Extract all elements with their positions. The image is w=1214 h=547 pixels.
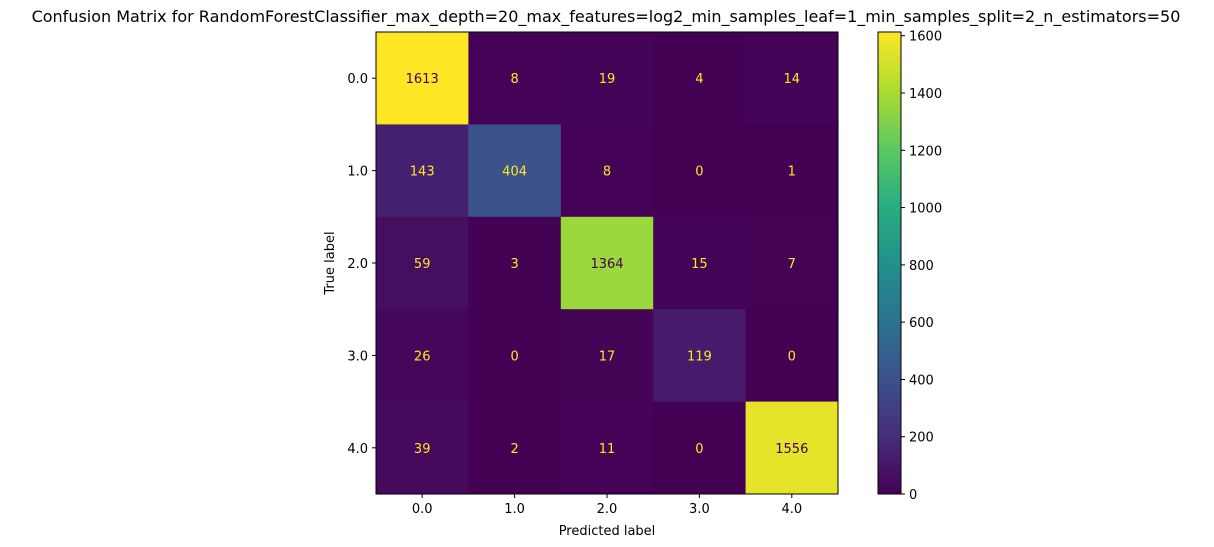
- cell-value-label: 59: [414, 257, 431, 272]
- y-axis-ticks: 0.0 1.0 2.0 3.0 4.0: [347, 72, 376, 457]
- heatmap-cell-4-1: [468, 401, 562, 495]
- cell-value-label: 17: [599, 349, 616, 364]
- cell-value-label: 0: [695, 165, 703, 180]
- cell-value-label: 0: [510, 349, 518, 364]
- x-tick-label: 2.0: [597, 502, 618, 517]
- heatmap-cells: [376, 32, 839, 495]
- colorbar-tick-label: 800: [909, 259, 934, 274]
- heatmap-cell-2-4: [745, 216, 839, 310]
- cell-value-label: 1: [788, 165, 796, 180]
- colorbar-tick-label: 1000: [909, 202, 942, 217]
- colorbar-tick-label: 1600: [909, 30, 942, 45]
- heatmap-cell-0-0: [376, 32, 469, 125]
- colorbar-ticks: 0 200 400 600 800 1000 1200 1400 1600: [901, 30, 942, 503]
- heatmap-cell-2-2: [560, 216, 654, 310]
- colorbar-tick-label: 0: [909, 488, 917, 503]
- cell-value-label: 3: [510, 257, 518, 272]
- colorbar-tick-label: 600: [909, 316, 934, 331]
- cell-value-label: 15: [691, 257, 708, 272]
- cell-value-label: 1364: [590, 257, 623, 272]
- cell-value-label: 26: [414, 349, 431, 364]
- heatmap-cell-2-3: [653, 216, 747, 310]
- x-tick-label: 4.0: [781, 502, 802, 517]
- chart-title: Confusion Matrix for RandomForestClassif…: [32, 7, 1181, 27]
- colorbar-tick-label: 400: [909, 373, 934, 388]
- cell-value-label: 0: [788, 349, 796, 364]
- cell-value-label: 8: [510, 72, 518, 87]
- heatmap-cell-1-1: [468, 124, 562, 218]
- heatmap-cell-3-0: [376, 309, 469, 403]
- cell-value-label: 19: [599, 72, 616, 87]
- heatmap-cell-0-4: [745, 32, 839, 125]
- heatmap-cell-3-4: [745, 309, 839, 403]
- heatmap-cell-4-4: [745, 401, 839, 495]
- x-tick-label: 1.0: [504, 502, 525, 517]
- cell-value-label: 14: [784, 72, 801, 87]
- colorbar-tick-label: 1200: [909, 144, 942, 159]
- cell-value-label: 39: [414, 442, 431, 457]
- colorbar-tick-label: 200: [909, 431, 934, 446]
- y-tick-label: 4.0: [347, 442, 368, 457]
- y-axis-label: True label: [323, 231, 338, 295]
- y-tick-label: 3.0: [347, 349, 368, 364]
- heatmap-cell-1-4: [745, 124, 839, 218]
- cell-value-label: 0: [695, 442, 703, 457]
- heatmap-cell-4-2: [560, 401, 654, 495]
- heatmap-cell-1-3: [653, 124, 747, 218]
- colorbar-tick-label: 1400: [909, 87, 942, 102]
- heatmap-cell-3-2: [560, 309, 654, 403]
- cell-value-label: 143: [410, 165, 435, 180]
- colorbar: [877, 31, 902, 495]
- cell-value-label: 119: [687, 349, 712, 364]
- x-tick-label: 0.0: [412, 502, 433, 517]
- y-tick-label: 2.0: [347, 257, 368, 272]
- cell-value-label: 404: [502, 165, 527, 180]
- heatmap-cell-2-0: [376, 216, 469, 310]
- cell-value-label: 2: [510, 442, 518, 457]
- heatmap-cell-3-1: [468, 309, 562, 403]
- y-tick-label: 1.0: [347, 165, 368, 180]
- heatmap-cell-4-0: [376, 401, 469, 495]
- cell-value-label: 1613: [406, 72, 439, 87]
- heatmap-cell-1-2: [560, 124, 654, 218]
- x-axis-label: Predicted label: [559, 524, 656, 539]
- heatmap-cell-0-3: [653, 32, 747, 125]
- cell-value-label: 8: [603, 165, 611, 180]
- heatmap-cell-0-2: [560, 32, 654, 125]
- x-axis-ticks: 0.0 1.0 2.0 3.0 4.0: [412, 494, 802, 517]
- x-tick-label: 3.0: [689, 502, 710, 517]
- cell-labels: 1613 8 19 4 14 143 404 8 0 1 59 3 1364 15 7 26 0 17 119 0 39…: [406, 72, 809, 457]
- cell-value-label: 4: [695, 72, 703, 87]
- cell-value-label: 7: [788, 257, 796, 272]
- y-tick-label: 0.0: [347, 72, 368, 87]
- cell-value-label: 11: [599, 442, 616, 457]
- heatmap-cell-2-1: [468, 216, 562, 310]
- heatmap-cell-0-1: [468, 32, 562, 125]
- heatmap-cell-1-0: [376, 124, 469, 218]
- heatmap-cell-4-3: [653, 401, 747, 495]
- heatmap-cell-3-3: [653, 309, 747, 403]
- cell-value-label: 1556: [775, 442, 808, 457]
